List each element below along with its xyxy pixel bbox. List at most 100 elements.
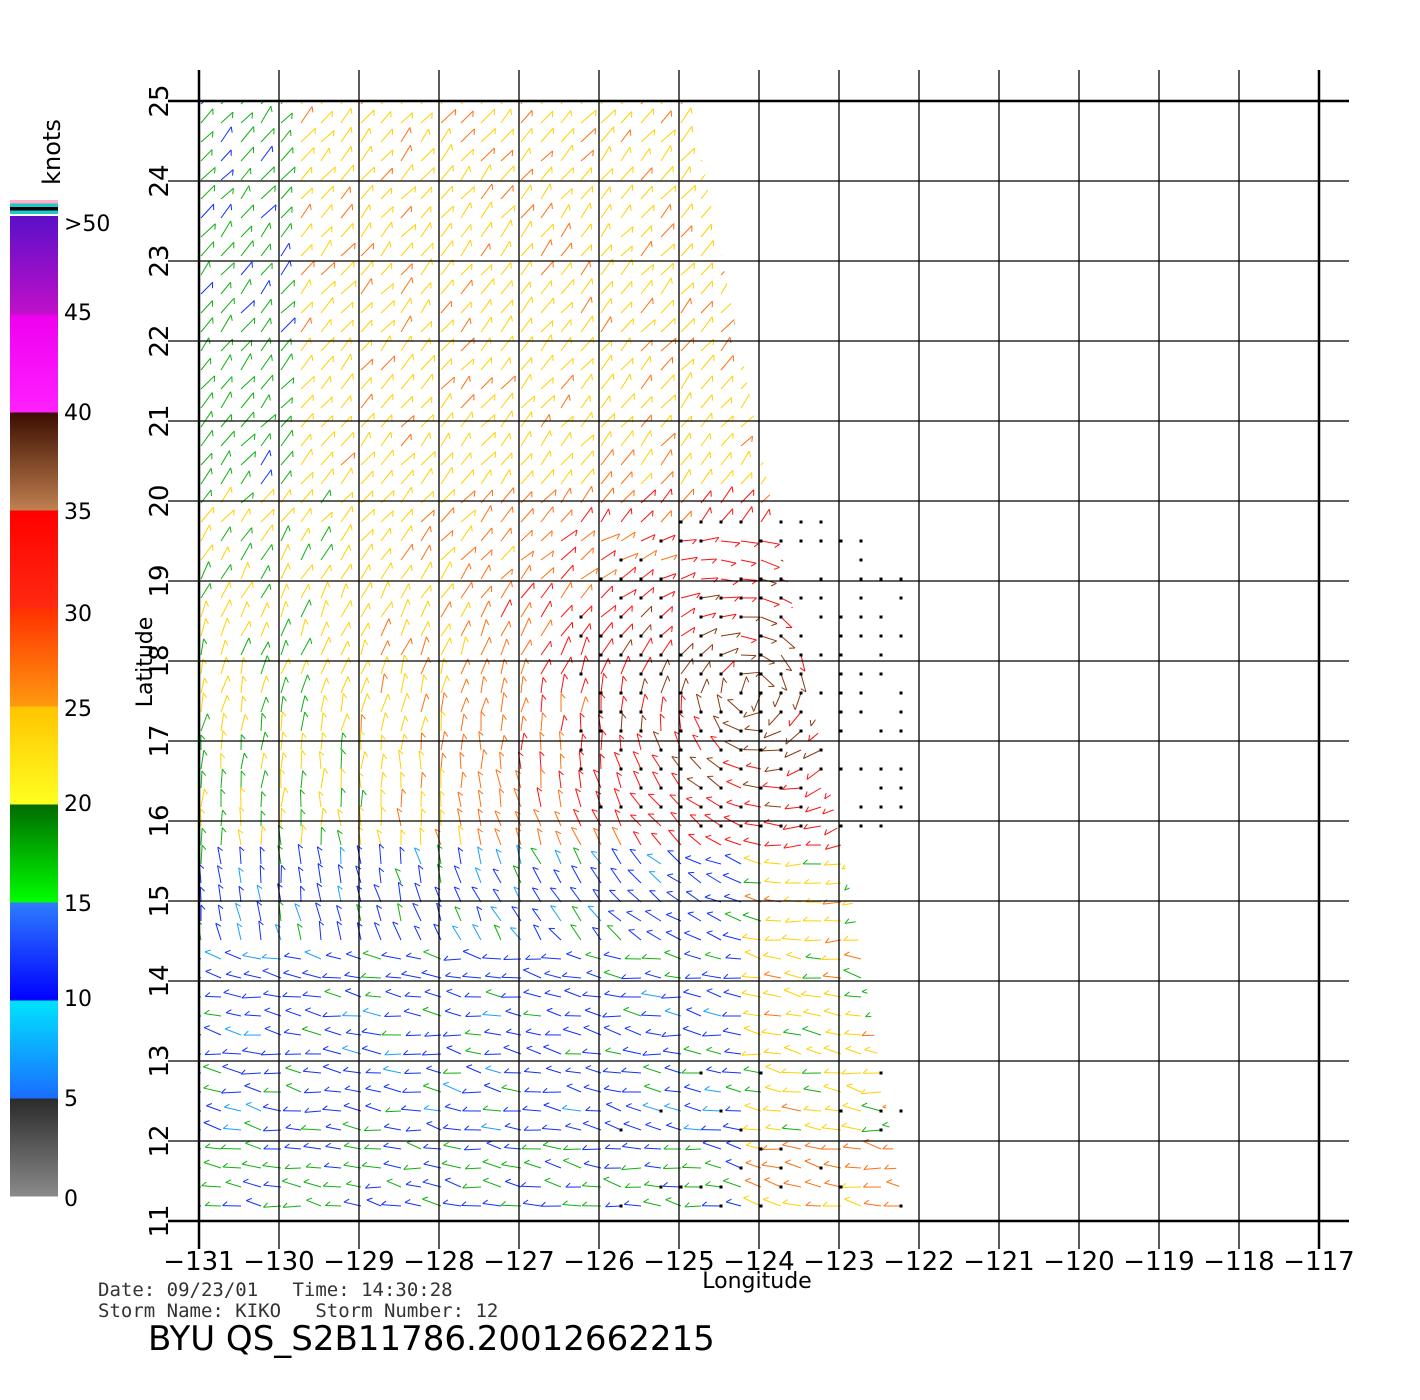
wind-barb-flag — [606, 1101, 613, 1105]
wind-barb-flag — [522, 1105, 528, 1110]
wind-barb — [780, 451, 796, 466]
rain-flag-dot — [899, 1109, 903, 1113]
wind-barb — [611, 827, 622, 846]
wind-barb-flag — [784, 804, 790, 810]
wind-barb-flag — [421, 1050, 427, 1056]
rain-flag-dot — [759, 634, 763, 638]
wind-barb — [245, 1142, 262, 1150]
wind-barb-flag — [304, 618, 309, 625]
wind-barb — [513, 788, 522, 808]
wind-barb — [867, 768, 882, 783]
wind-barb — [422, 1198, 442, 1207]
wind-barb — [401, 1108, 422, 1112]
wind-barb — [240, 562, 249, 580]
wind-barb — [444, 1179, 462, 1188]
wind-barb — [842, 844, 862, 853]
wind-barb-flag — [269, 243, 272, 250]
wind-barb-flag — [782, 1141, 788, 1146]
wind-barb-flag — [425, 636, 430, 643]
wind-barb-flag — [442, 1031, 448, 1037]
wind-barb — [260, 508, 275, 523]
wind-barb-flag — [563, 715, 568, 721]
wind-barb — [423, 1163, 442, 1169]
wind-barb-flag — [537, 828, 543, 833]
wind-barb — [860, 451, 874, 466]
wind-barb-flag — [248, 470, 251, 477]
wind-barb — [440, 144, 452, 162]
wind-barb-flag — [789, 431, 792, 438]
wind-barb — [480, 299, 492, 314]
wind-barb — [687, 872, 702, 884]
latitude-tick-label: 18 — [145, 644, 175, 677]
wind-barb — [540, 127, 554, 143]
wind-barb-flag — [349, 186, 352, 193]
wind-barb-flag — [424, 1031, 430, 1037]
wind-barb — [723, 1125, 742, 1131]
wind-barb — [580, 468, 594, 485]
wind-barb — [580, 636, 588, 656]
wind-barb-flag — [433, 923, 440, 927]
rain-flag-dot — [839, 767, 843, 771]
wind-barb — [892, 749, 902, 765]
wind-barb-flag — [544, 989, 551, 994]
wind-barb-flag — [805, 806, 809, 813]
wind-barb — [400, 242, 413, 257]
wind-barb-flag — [529, 431, 532, 438]
longitude-tick-label: −122 — [883, 1247, 954, 1277]
wind-barb-flag — [392, 283, 394, 290]
wind-barb — [200, 317, 214, 333]
wind-barb-flag — [343, 1198, 350, 1203]
rain-flag-dot — [619, 615, 623, 619]
wind-barb — [340, 431, 354, 447]
wind-barb — [580, 450, 594, 466]
rain-flag-dot — [839, 634, 843, 638]
wind-barb-flag — [751, 88, 752, 94]
wind-barb — [683, 991, 702, 998]
wind-barb — [764, 880, 782, 884]
wind-barb — [600, 604, 617, 618]
wind-barb-flag — [367, 622, 371, 629]
wind-barb — [620, 588, 637, 599]
wind-barb-flag — [420, 790, 426, 797]
wind-barb — [300, 101, 312, 105]
wind-barb — [217, 904, 222, 922]
wind-barb-flag — [848, 772, 851, 779]
wind-barb — [785, 730, 802, 745]
colorbar-top-stripe — [10, 203, 58, 207]
rain-flag-dot — [739, 672, 743, 676]
wind-barb — [620, 101, 635, 105]
wind-barb — [494, 810, 502, 827]
wind-barb-flag — [240, 734, 246, 740]
wind-barb — [800, 146, 813, 162]
wind-barb-flag — [641, 714, 647, 721]
wind-barb — [900, 396, 905, 409]
wind-barb-flag — [889, 471, 892, 478]
wind-barb-flag — [900, 630, 905, 635]
wind-barb — [396, 808, 402, 827]
wind-barb — [700, 661, 711, 675]
wind-barb — [620, 184, 633, 200]
wind-barb-flag — [750, 241, 753, 248]
rain-flag-dot — [859, 767, 863, 771]
wind-barb — [660, 277, 672, 295]
wind-barb-flag — [404, 991, 410, 997]
wind-barb-flag — [616, 772, 623, 777]
wind-barb-flag — [623, 1121, 630, 1125]
wind-barb-flag — [614, 569, 617, 576]
wind-barb-flag — [744, 725, 750, 730]
wind-barb — [260, 145, 273, 162]
wind-barb-flag — [252, 492, 254, 499]
wind-barb — [613, 752, 622, 770]
wind-barb-flag — [686, 796, 693, 800]
wind-barb — [740, 506, 753, 523]
wind-barb-flag — [714, 537, 720, 543]
wind-barb-flag — [849, 280, 852, 287]
wind-barb-flag — [300, 789, 306, 795]
wind-barb-flag — [651, 754, 658, 757]
wind-barb — [900, 467, 905, 485]
wind-barb-flag — [310, 317, 312, 324]
wind-barb-flag — [783, 896, 790, 901]
wind-barb-flag — [323, 768, 329, 774]
wind-barb — [680, 510, 692, 523]
